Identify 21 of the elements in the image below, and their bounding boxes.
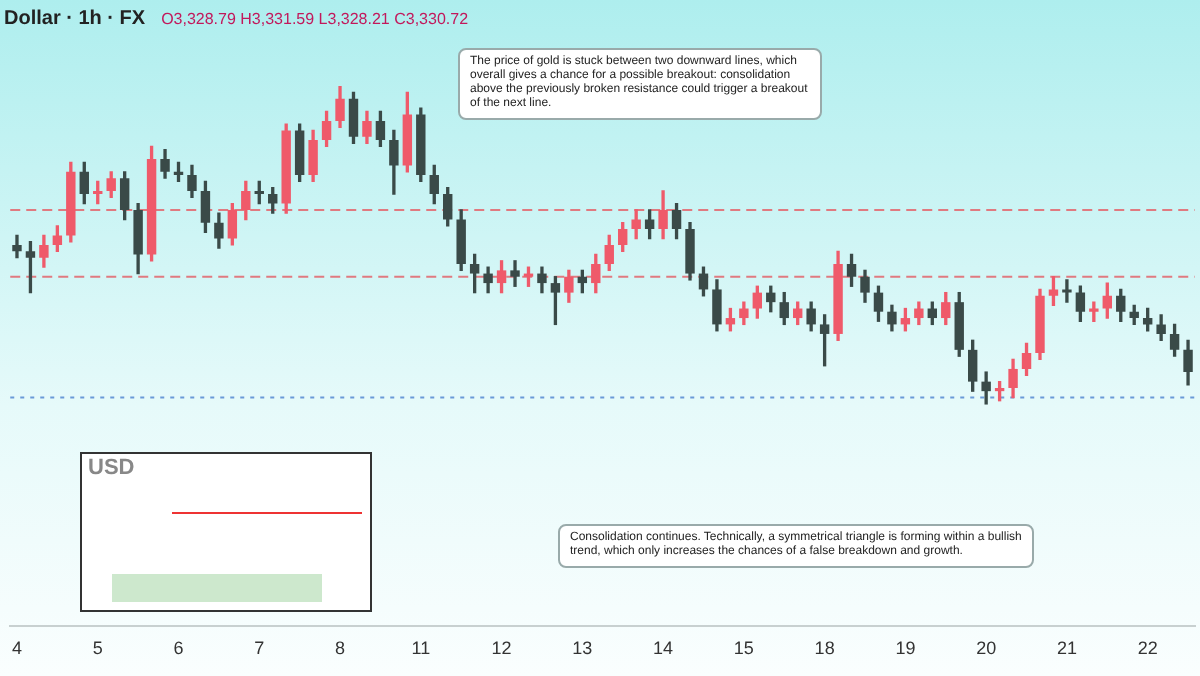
x-tick-label: 21 (1056, 638, 1077, 659)
chart-thumbnail: USD (80, 452, 372, 612)
x-tick-label: 8 (335, 638, 346, 659)
x-tick-label: 22 (1137, 638, 1158, 659)
x-tick-label: 19 (895, 638, 916, 659)
x-tick-label: 11 (411, 638, 431, 659)
candlestick (981, 371, 991, 405)
x-tick-label: 5 (92, 638, 103, 659)
x-tick-label: 14 (653, 638, 674, 659)
chart-title: Dollar · 1h · FX (4, 8, 146, 30)
x-tick-label: 18 (814, 638, 835, 659)
x-tick-label: 12 (491, 638, 512, 659)
x-tick-label: 4 (11, 638, 22, 659)
x-tick-label: 13 (572, 638, 593, 659)
x-tick-label: 6 (173, 638, 184, 659)
x-tick-label: 7 (254, 638, 265, 659)
chart-subtitle: O3,328.79 H3,331.59 L3,328.21 C3,330.72 (161, 10, 469, 28)
candlestick (510, 260, 520, 287)
x-tick-label: 20 (976, 638, 997, 659)
x-tick-label: 15 (733, 638, 754, 659)
candlestick (1062, 279, 1072, 303)
